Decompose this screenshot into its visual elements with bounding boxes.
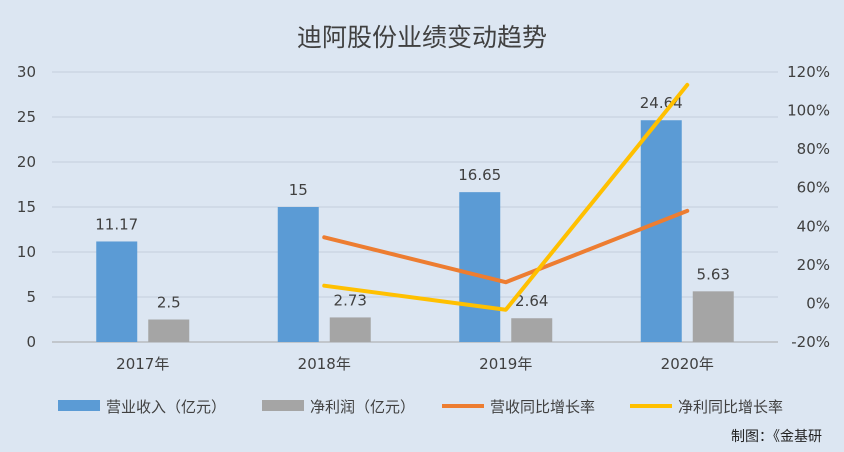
data-label: 15 xyxy=(289,181,308,199)
right-axis-tick-label: 80% xyxy=(797,140,830,158)
line-revenue-growth xyxy=(322,208,690,285)
right-axis-tick-label: 60% xyxy=(797,179,830,197)
legend-swatch xyxy=(58,400,100,411)
category-label: 2019年 xyxy=(479,355,532,373)
line-profit-growth xyxy=(322,82,690,312)
category-label: 2020年 xyxy=(661,355,714,373)
legend-label: 营业收入（亿元） xyxy=(106,398,226,416)
chart-title: 迪阿股份业绩变动趋势 xyxy=(296,23,547,52)
right-axis-tick-label: -20% xyxy=(791,333,830,351)
right-axis-tick-label: 20% xyxy=(797,256,830,274)
category-label: 2018年 xyxy=(298,355,351,373)
data-label: 2.73 xyxy=(334,291,367,309)
bar-net-profit xyxy=(511,318,553,342)
data-label: 2.64 xyxy=(515,292,548,310)
data-label: 24.64 xyxy=(640,94,683,112)
right-axis-tick-label: 100% xyxy=(787,102,830,120)
bar-revenue xyxy=(277,207,319,342)
data-label: 2.5 xyxy=(157,294,181,312)
left-axis-tick-label: 20 xyxy=(17,153,36,171)
category-label: 2017年 xyxy=(116,355,169,373)
data-label: 11.17 xyxy=(95,215,138,233)
legend-label: 净利润（亿元） xyxy=(310,398,415,416)
legend-swatch xyxy=(262,400,304,411)
right-axis-tick-label: 0% xyxy=(806,294,830,312)
left-axis-tick-label: 25 xyxy=(17,108,36,126)
bar-revenue xyxy=(640,120,682,343)
bar-revenue xyxy=(96,241,138,342)
bar-net-profit xyxy=(329,317,371,342)
source-note: 制图：《金基研 xyxy=(731,429,822,445)
bar-net-profit xyxy=(692,291,734,342)
left-axis-tick-label: 30 xyxy=(17,63,36,81)
left-axis-tick-label: 10 xyxy=(17,243,36,261)
bar-net-profit xyxy=(148,319,190,342)
right-axis-tick-label: 120% xyxy=(787,63,830,81)
data-label: 16.65 xyxy=(458,166,501,184)
data-label: 5.63 xyxy=(697,265,730,283)
legend-label: 营收同比增长率 xyxy=(490,398,595,416)
left-axis-tick-label: 5 xyxy=(26,288,36,306)
left-axis-tick-label: 15 xyxy=(17,198,36,216)
right-axis-tick-label: 40% xyxy=(797,217,830,235)
bar-revenue xyxy=(459,192,501,342)
left-axis-tick-label: 0 xyxy=(26,333,36,351)
legend-label: 净利同比增长率 xyxy=(678,398,783,416)
